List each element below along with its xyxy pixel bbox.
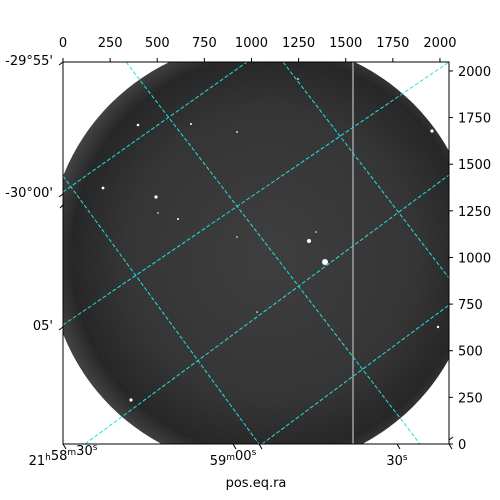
ra-tick-mark [396, 443, 401, 450]
grid-line [261, 304, 449, 444]
grid-line [63, 175, 260, 444]
star [177, 218, 179, 220]
dec-tick-mark [58, 61, 64, 66]
grid-line [84, 174, 449, 444]
x-tick-label: 1750 [376, 36, 409, 51]
x-tick-label: 0 [59, 36, 67, 51]
y-tick-label: 500 [458, 345, 483, 360]
star [307, 239, 311, 243]
ra-tick-label: 30s [386, 453, 408, 469]
dec-tick-mark [58, 193, 64, 198]
grid-line [63, 62, 248, 193]
x-tick-label: 250 [98, 36, 123, 51]
dec-tick-label: -29°55' [5, 54, 53, 69]
sky-image [63, 62, 449, 444]
x-tick-label: 1500 [329, 36, 362, 51]
dec-axis: -29°55' -30°00' 05' [5, 54, 64, 334]
y-tick-label: 1500 [458, 158, 491, 173]
y-right-axis: 0 250 500 750 1000 1250 1500 1750 2000 [449, 65, 491, 453]
star [157, 212, 159, 214]
x-axis-title: pos.eq.ra [226, 476, 287, 491]
ra-tick-mark [62, 443, 67, 450]
x-tick-label: 1000 [235, 36, 268, 51]
star [101, 186, 105, 190]
dec-tick-mark [59, 204, 64, 209]
star [236, 131, 238, 133]
x-tick-label: 2000 [423, 36, 456, 51]
x-top-axis: 0 250 500 750 1000 1250 1500 1750 2000 [59, 36, 457, 62]
star [315, 231, 317, 233]
x-tick-label: 500 [145, 36, 170, 51]
star [129, 398, 133, 402]
plot-frame [62, 61, 450, 445]
y-tick-label: 1750 [458, 112, 491, 127]
star [297, 78, 299, 80]
ra-axis: 21h58m30s 59m00s 30s [29, 436, 454, 469]
ra-tick-mark [232, 443, 237, 450]
y-tick-label: 2000 [458, 65, 491, 80]
grid-line [282, 62, 449, 279]
star [430, 129, 434, 133]
star [154, 195, 158, 199]
x-tick-label: 750 [192, 36, 217, 51]
dec-tick-label: 05' [33, 319, 53, 334]
y-tick-label: 750 [458, 298, 483, 313]
ra-tick-label: 59m00s [210, 448, 257, 469]
ra-tick-mark [258, 443, 263, 450]
star [256, 311, 258, 313]
x-tick-label: 1250 [282, 36, 315, 51]
ra-tick-label: 21h58m30s [29, 443, 98, 469]
y-tick-label: 0 [458, 438, 466, 453]
star [322, 259, 328, 265]
dec-tick-label: -30°00' [5, 186, 53, 201]
y-tick-label: 1000 [458, 251, 491, 266]
grid-line [125, 62, 421, 444]
star [236, 236, 238, 238]
y-tick-label: 250 [458, 391, 483, 406]
star-points [101, 78, 440, 402]
y-tick-label: 1250 [458, 205, 491, 220]
coordinate-grid [63, 62, 449, 444]
star [136, 123, 140, 127]
star [190, 123, 192, 125]
ra-tick-mark [448, 436, 454, 441]
ra-tick-mark [448, 443, 453, 450]
dec-tick-mark [58, 326, 64, 331]
star [436, 325, 440, 329]
